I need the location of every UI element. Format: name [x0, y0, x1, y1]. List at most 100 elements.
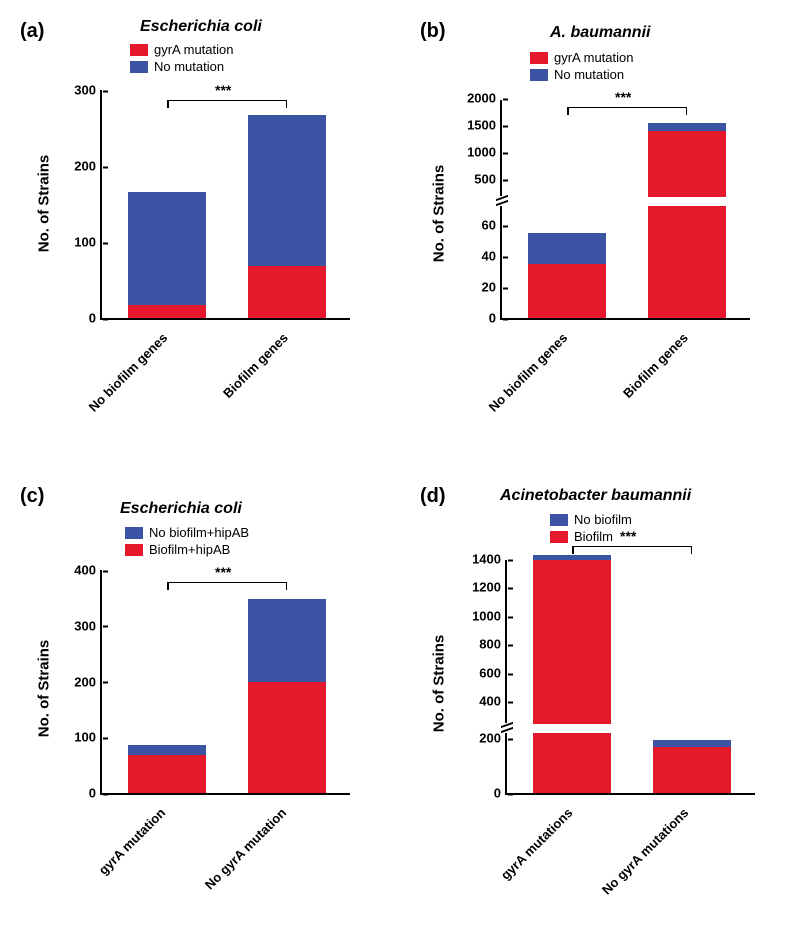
bar-a1-red	[128, 305, 206, 318]
ytick: 100	[74, 730, 102, 745]
bar-d2-red	[653, 747, 731, 793]
sig-bracket	[572, 546, 692, 547]
bar-d1-blue	[533, 555, 611, 560]
panel-b-title: A. baumannii	[550, 24, 650, 42]
ytick: 800	[479, 637, 507, 652]
panel-a-legend: gyrA mutation No mutation	[130, 42, 234, 76]
ytick: 600	[479, 666, 507, 681]
y-axis-label: No. of Strains	[430, 165, 447, 263]
panel-b: (b) A. baumannii gyrA mutation No mutati…	[420, 10, 800, 440]
legend-text: gyrA mutation	[554, 50, 634, 65]
ytick: 200	[74, 159, 102, 174]
panel-d-label: (d)	[420, 485, 446, 508]
bar-b2-red-lower	[648, 206, 726, 318]
bar-b1-red	[528, 264, 606, 318]
xlabel-d2: No gyrA mutations	[599, 805, 691, 897]
ytick: 1400	[472, 552, 507, 567]
xlabel-a2: Biofilm genes	[220, 330, 291, 401]
chart-a-frame: 0 100 200 300 ***	[100, 90, 350, 320]
legend-swatch-red	[130, 44, 148, 56]
legend-swatch-blue	[125, 527, 143, 539]
sig-stars: ***	[215, 82, 231, 98]
ytick: 100	[74, 235, 102, 250]
legend-item: gyrA mutation	[530, 50, 634, 65]
legend-swatch-red	[550, 531, 568, 543]
ytick: 0	[89, 786, 102, 801]
panel-d: (d) Acinetobacter baumannii No biofilm B…	[420, 480, 800, 930]
xlabel-c1: gyrA mutation	[96, 805, 169, 878]
ytick: 0	[489, 311, 502, 326]
panel-b-legend: gyrA mutation No mutation	[530, 50, 634, 84]
legend-item: No mutation	[130, 59, 234, 74]
sig-bracket	[167, 582, 287, 583]
ytick: 60	[482, 218, 502, 233]
legend-text: Biofilm	[574, 529, 613, 544]
axis-break	[501, 723, 513, 733]
bar-b2-red-upper	[648, 131, 726, 197]
bar-d1-red-lower	[533, 733, 611, 793]
bar-c2-red	[248, 682, 326, 793]
ytick: 1000	[472, 609, 507, 624]
ytick: 400	[74, 563, 102, 578]
ytick: 300	[74, 83, 102, 98]
xlabel-b1: No biofilm genes	[486, 330, 571, 415]
sig-bracket	[167, 100, 287, 101]
xlabel-d1: gyrA mutations	[498, 805, 576, 883]
ytick: 0	[89, 311, 102, 326]
legend-text: No mutation	[154, 59, 224, 74]
legend-item: gyrA mutation	[130, 42, 234, 57]
legend-swatch-blue	[130, 61, 148, 73]
axis-break	[496, 196, 508, 206]
legend-swatch-blue	[530, 69, 548, 81]
bar-a1-blue	[128, 192, 206, 305]
bar-c1-red	[128, 755, 206, 793]
bar-b2-blue	[648, 123, 726, 131]
sig-stars: ***	[620, 528, 636, 544]
xlabel-b2: Biofilm genes	[620, 330, 691, 401]
ytick: 400	[479, 694, 507, 709]
bar-a2-blue	[248, 115, 326, 266]
xlabel-c2: No gyrA mutation	[202, 805, 289, 892]
legend-swatch-red	[125, 544, 143, 556]
legend-text: No biofilm	[574, 512, 632, 527]
ytick: 0	[494, 786, 507, 801]
ytick: 200	[74, 674, 102, 689]
panel-c: (c) Escherichia coli No biofilm+hipAB Bi…	[20, 480, 400, 930]
y-axis-label: No. of Strains	[430, 635, 447, 733]
legend-swatch-blue	[550, 514, 568, 526]
panel-c-label: (c)	[20, 485, 44, 508]
bar-d1-red-upper	[533, 560, 611, 724]
ytick: 40	[482, 249, 502, 264]
bar-c2-blue	[248, 599, 326, 682]
bar-c1-blue	[128, 745, 206, 755]
chart-d-frame: 0 200 400 600 800 1000 1200 1400 ***	[505, 560, 755, 795]
bar-b1-blue	[528, 233, 606, 264]
chart-c-frame: 0 100 200 300 400 ***	[100, 570, 350, 795]
legend-item: Biofilm+hipAB	[125, 542, 249, 557]
legend-swatch-red	[530, 52, 548, 64]
ytick: 1000	[467, 145, 502, 160]
ytick: 20	[482, 280, 502, 295]
panel-d-title: Acinetobacter baumannii	[500, 487, 691, 505]
ytick: 1500	[467, 118, 502, 133]
legend-item: No biofilm	[550, 512, 632, 527]
panel-a: (a) Escherichia coli gyrA mutation No mu…	[20, 10, 400, 440]
y-axis-label: No. of Strains	[35, 155, 52, 253]
legend-text: No biofilm+hipAB	[149, 525, 249, 540]
sig-stars: ***	[615, 89, 631, 105]
legend-item: No mutation	[530, 67, 634, 82]
ytick: 2000	[467, 91, 502, 106]
panel-b-label: (b)	[420, 20, 446, 43]
bar-d2-blue	[653, 740, 731, 747]
bar-a2-red	[248, 266, 326, 318]
panel-c-legend: No biofilm+hipAB Biofilm+hipAB	[125, 525, 249, 559]
ytick: 300	[74, 618, 102, 633]
sig-stars: ***	[215, 564, 231, 580]
legend-text: No mutation	[554, 67, 624, 82]
sig-bracket	[567, 107, 687, 108]
chart-b-frame: 0 20 40 60 500 1000 1500 2000 ***	[500, 100, 750, 320]
xlabel-a1: No biofilm genes	[86, 330, 171, 415]
ytick: 500	[474, 172, 502, 187]
panel-a-title: Escherichia coli	[140, 18, 262, 36]
legend-text: Biofilm+hipAB	[149, 542, 230, 557]
